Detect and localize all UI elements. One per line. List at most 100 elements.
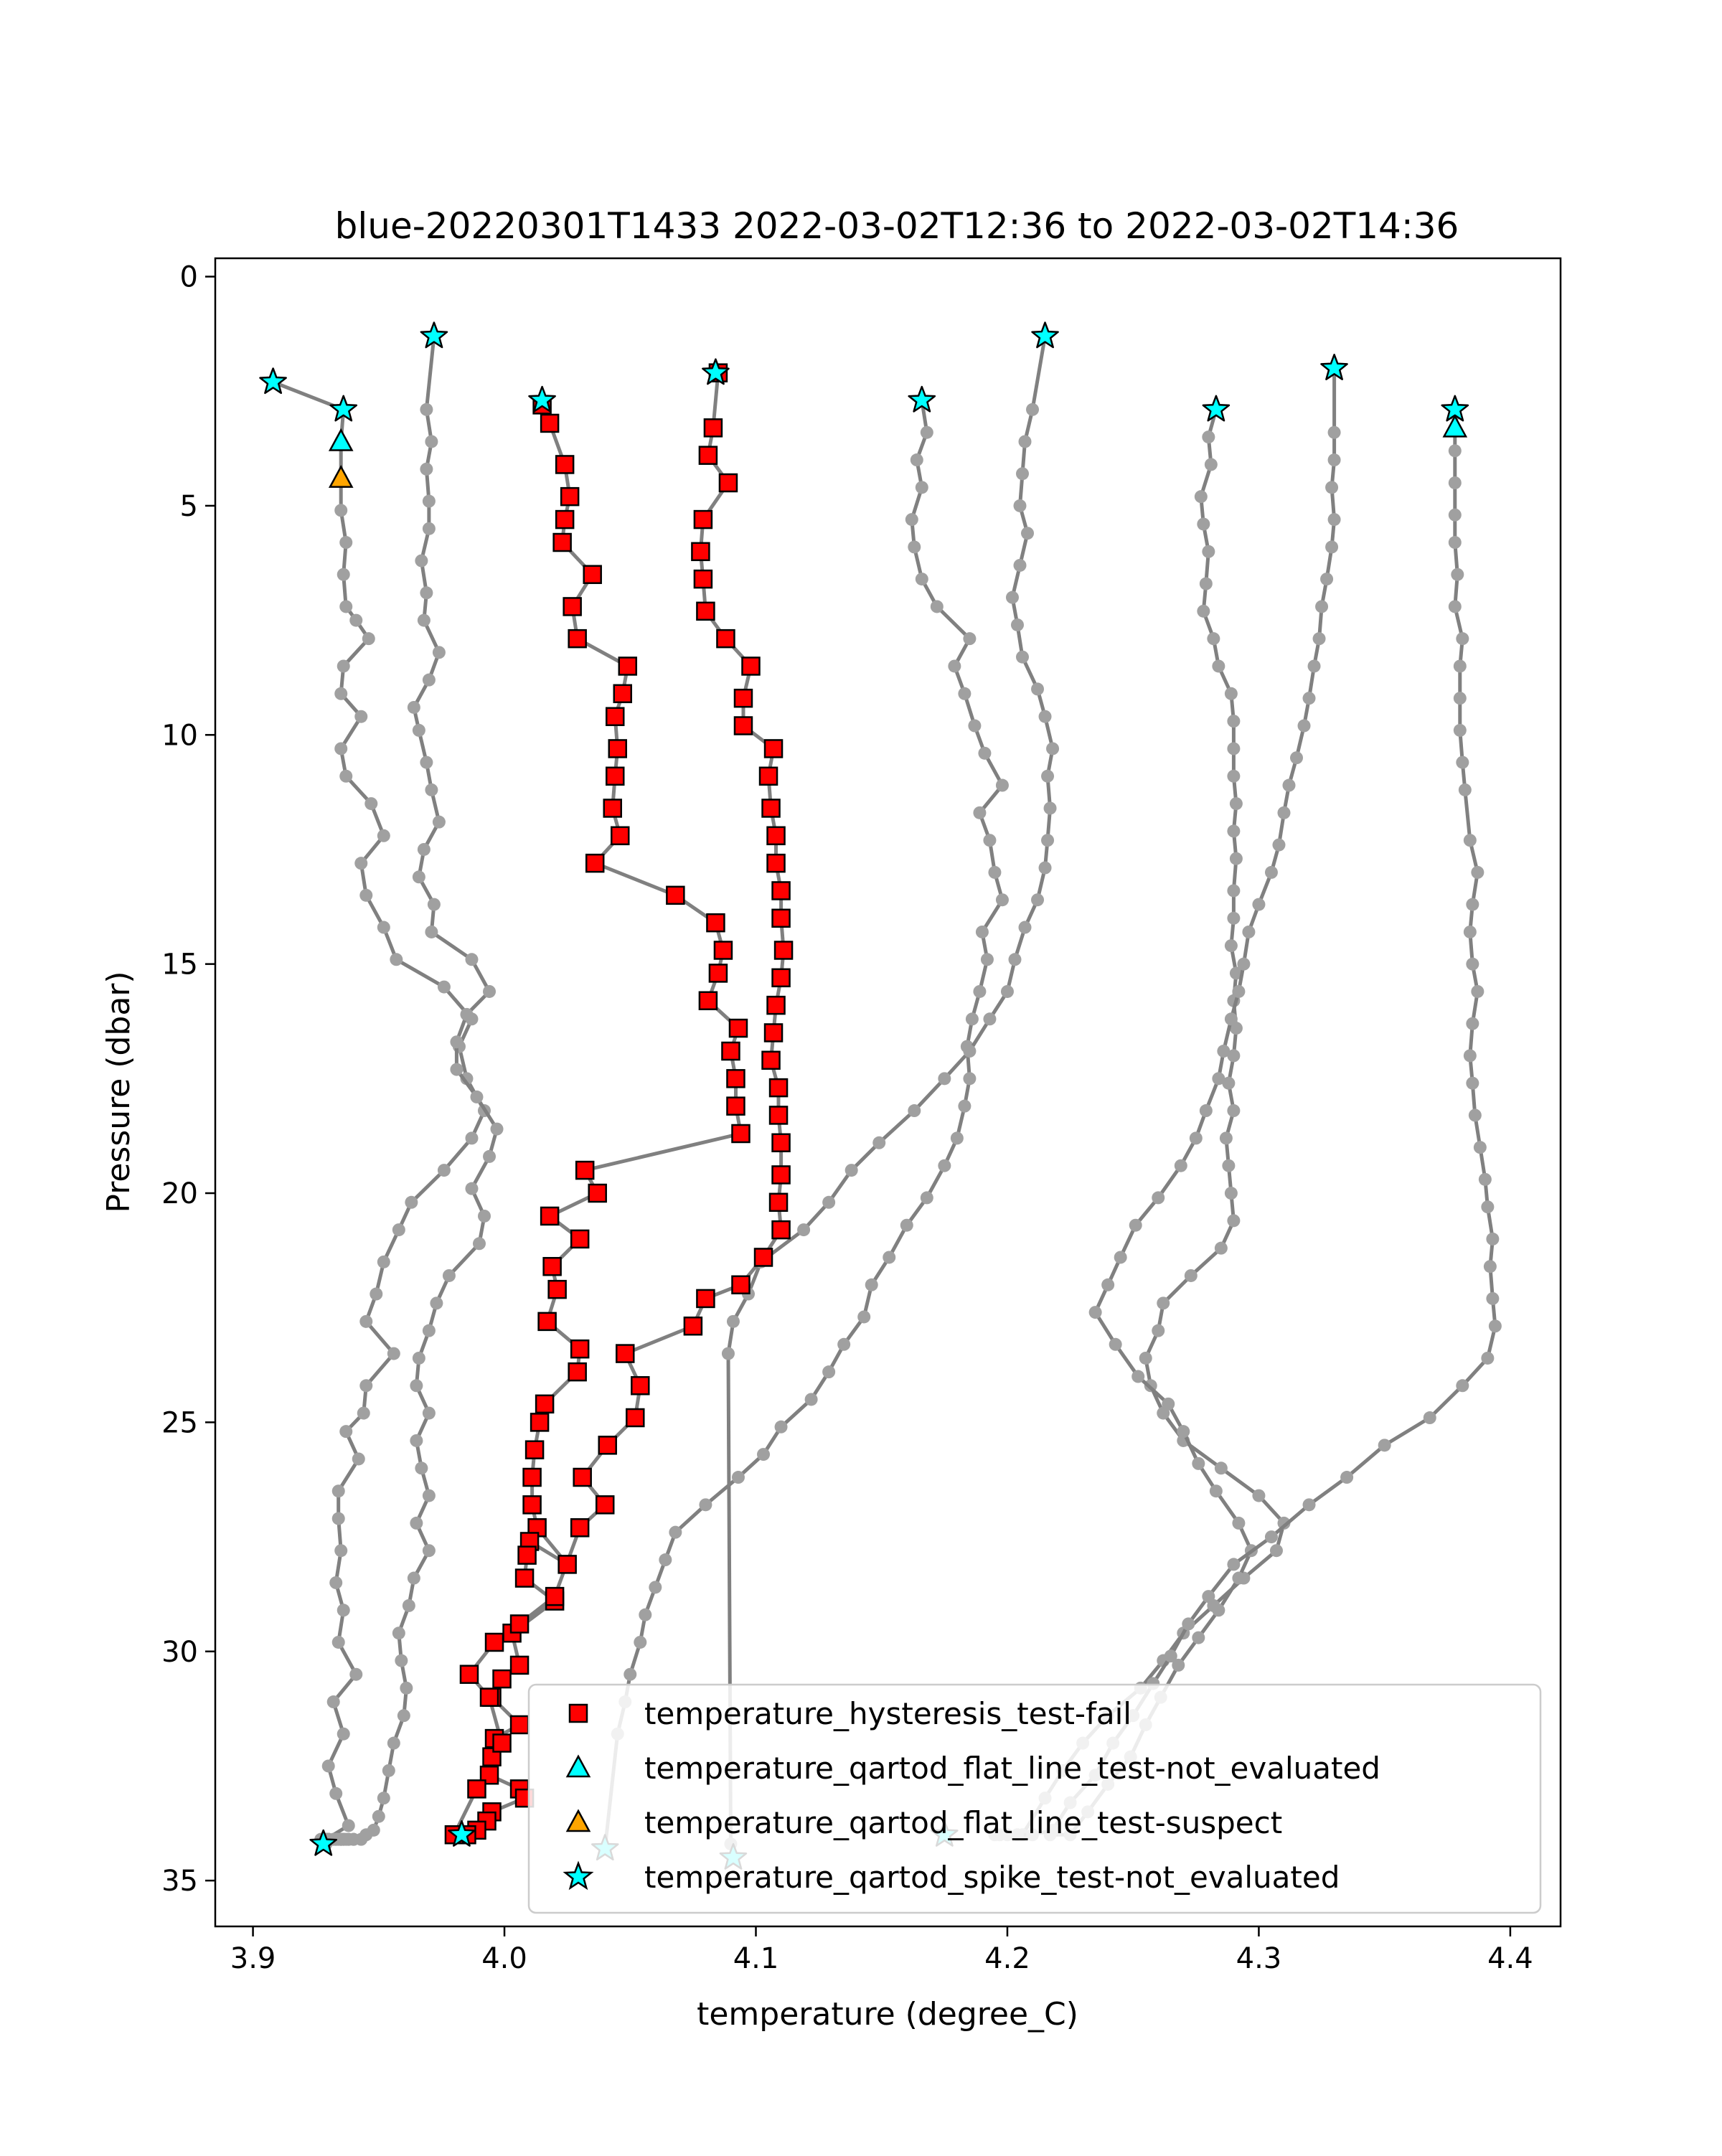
profile-point [1471, 984, 1485, 998]
profile-point [1114, 1251, 1127, 1264]
profile-point [900, 1218, 913, 1232]
profile-point [980, 953, 994, 966]
hysteresis-fail-marker [530, 1413, 550, 1432]
profile-point [1016, 650, 1029, 664]
profile-point [774, 1420, 788, 1434]
hysteresis-fail-marker [761, 799, 781, 818]
profile-point [822, 1365, 836, 1379]
profile-point [377, 829, 390, 842]
profile-point [1473, 1141, 1487, 1154]
profile-point [1016, 467, 1029, 481]
profile-point [1182, 1617, 1195, 1631]
profile-point [1224, 1012, 1238, 1026]
hysteresis-fail-marker [595, 1495, 615, 1515]
profile-point [349, 613, 363, 627]
hysteresis-fail-marker [575, 1160, 595, 1180]
hysteresis-fail-marker [683, 1317, 703, 1336]
hysteresis-fail-marker [726, 1096, 745, 1116]
hysteresis-fail-marker [540, 1206, 560, 1226]
profile-point [1227, 1558, 1241, 1571]
hysteresis-fail-marker [492, 1733, 512, 1753]
profile-point [1139, 1351, 1152, 1365]
profile-point [1453, 723, 1467, 737]
profile-point [1327, 425, 1341, 439]
profile-point [420, 586, 433, 600]
profile-point [1466, 957, 1479, 971]
profile-point [370, 1287, 383, 1301]
profile-point [1320, 573, 1334, 586]
profile-point [1483, 1260, 1497, 1274]
hysteresis-fail-marker [524, 1440, 545, 1459]
profile-point [460, 1007, 474, 1021]
spike-not-evaluated-marker [1031, 321, 1059, 349]
profile-point [1227, 884, 1241, 898]
profile-point [407, 700, 420, 714]
profile-point [1232, 1571, 1246, 1585]
profile-point [483, 984, 497, 998]
spike-not-evaluated-marker [1441, 395, 1469, 422]
hysteresis-fail-marker [509, 1715, 530, 1735]
hysteresis-fail-marker [492, 1669, 512, 1689]
profile-point [995, 778, 1009, 792]
profile-point [1466, 1076, 1479, 1090]
hysteresis-fail-marker [763, 1023, 784, 1042]
profile-point [1041, 834, 1055, 847]
hysteresis-fail-marker [588, 1183, 607, 1203]
profile-point [377, 1255, 390, 1268]
spike-not-evaluated-marker [309, 1829, 338, 1856]
profile-point [1162, 1397, 1175, 1411]
profile-point [412, 870, 425, 884]
profile-point [908, 540, 921, 554]
profile-point [402, 1599, 415, 1612]
hysteresis-fail-marker [726, 1069, 745, 1088]
profile-point [382, 1764, 395, 1777]
profile-point [339, 600, 353, 613]
hysteresis-fail-marker [696, 1289, 715, 1309]
profile-point [1131, 1370, 1145, 1383]
profile-point [349, 1667, 363, 1681]
hysteresis-fail-marker [731, 1124, 751, 1144]
hysteresis-fail-marker [766, 826, 786, 846]
hysteresis-fail-marker [763, 739, 784, 758]
hysteresis-fail-marker [568, 1362, 587, 1382]
profile-point [1302, 692, 1316, 705]
hysteresis-fail-marker [771, 881, 791, 900]
profile-point [334, 1544, 348, 1558]
profile-point [1212, 1604, 1225, 1617]
profile-point [364, 797, 378, 811]
profile-point [1448, 508, 1462, 522]
hysteresis-fail-marker [560, 486, 580, 507]
profile-point [883, 1251, 896, 1264]
profile-point [1018, 921, 1032, 934]
profile-point [1229, 797, 1243, 811]
hysteresis-fail-marker [768, 1078, 789, 1098]
profile-point [1038, 861, 1052, 875]
hysteresis-fail-marker [608, 739, 627, 758]
profile-point [465, 953, 479, 966]
profile-point [669, 1525, 682, 1539]
legend-triangle-marker [565, 1754, 591, 1778]
hysteresis-fail-marker [773, 941, 794, 960]
profile-point [915, 573, 928, 586]
profile-point [726, 1314, 740, 1328]
hysteresis-fail-marker [603, 799, 622, 818]
profile-point [757, 1448, 771, 1461]
hysteresis-fail-marker [728, 1018, 748, 1038]
profile-point [331, 1512, 345, 1525]
profile-point [1272, 838, 1286, 852]
profile-point [1451, 568, 1464, 581]
profile-point [1207, 632, 1220, 646]
profile-point [1202, 430, 1215, 444]
profile-point [422, 1544, 436, 1558]
profile-point [465, 1182, 479, 1195]
profile-point [442, 1268, 456, 1282]
profile-point [1214, 1461, 1228, 1475]
profile-point [975, 925, 989, 938]
profile-point [342, 1819, 355, 1832]
profile-point [420, 755, 433, 769]
profile-point [1018, 435, 1032, 448]
hysteresis-fail-marker [605, 766, 625, 786]
profile-point [963, 632, 977, 646]
hysteresis-fail-marker [517, 1545, 537, 1565]
x-tick-label: 3.9 [230, 1942, 276, 1975]
